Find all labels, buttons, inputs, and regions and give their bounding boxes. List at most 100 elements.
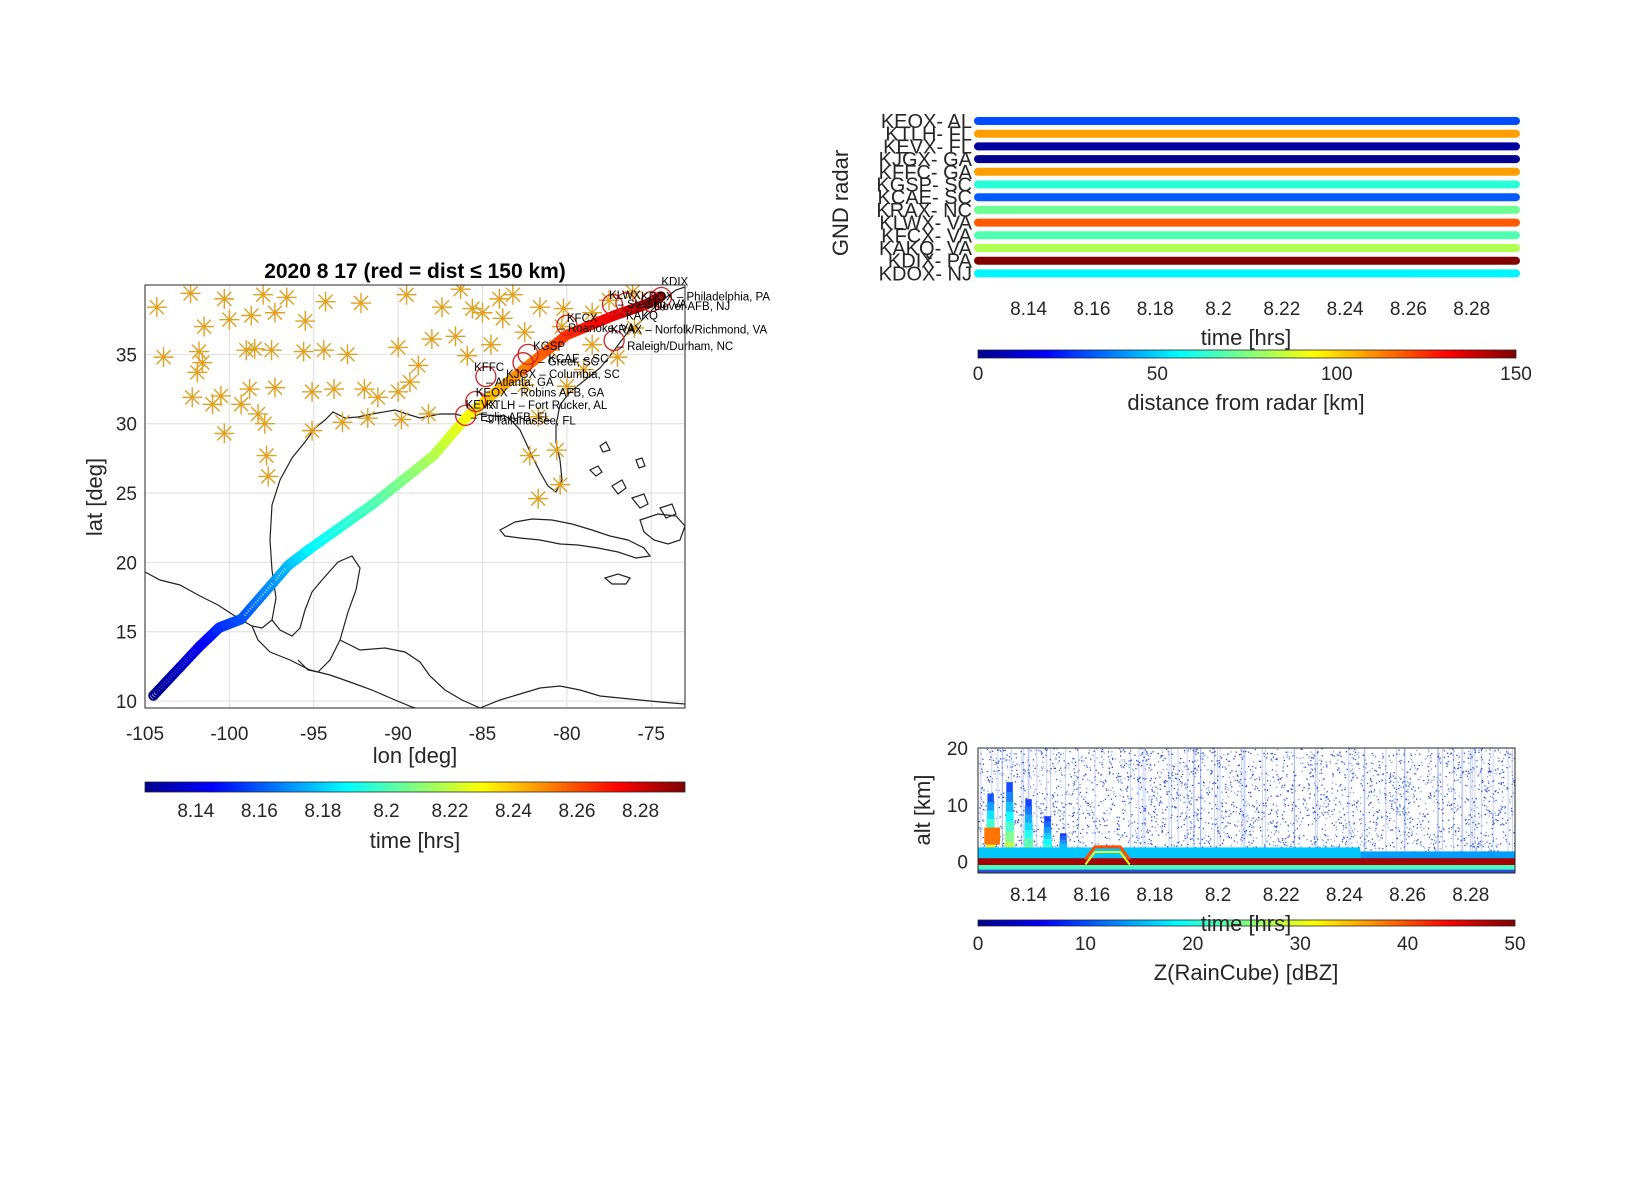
noise-speckle [1021,801,1023,803]
noise-speckle [1106,837,1108,839]
radar-station-marker [264,377,285,398]
noise-speckle [1316,804,1318,807]
noise-speckle [1230,790,1233,792]
noise-speckle [1307,823,1310,826]
noise-speckle [1511,814,1513,816]
noise-speckle [1468,762,1470,764]
noise-speckle [1098,831,1101,833]
noise-speckle [1357,755,1360,757]
noise-speckle [1500,810,1502,812]
noise-speckle [1254,779,1256,781]
radar-site-label: KCAE – SC [548,354,608,366]
noise-speckle [1238,764,1241,766]
noise-streak [1462,748,1464,863]
noise-speckle [1278,831,1280,833]
noise-speckle [1163,781,1165,783]
noise-speckle [979,763,981,765]
radar-station-marker [519,445,540,466]
noise-speckle [1307,762,1309,764]
noise-speckle [1361,785,1363,787]
nearby-radar-circle [615,292,637,314]
noise-speckle [1313,755,1316,757]
noise-speckle [1143,756,1145,758]
noise-speckle [1351,753,1353,756]
noise-speckle [1110,808,1112,811]
noise-speckle [1050,768,1052,770]
noise-speckle [1476,845,1479,848]
noise-speckle [1067,762,1069,764]
noise-streak [1001,748,1003,863]
noise-speckle [1287,824,1289,826]
noise-speckle [1073,788,1075,791]
surface-echo-band [978,858,1515,866]
noise-speckle [1470,754,1473,756]
noise-speckle [1240,838,1242,841]
noise-speckle [1194,760,1196,762]
noise-speckle [1273,825,1276,827]
noise-speckle [1170,780,1173,782]
noise-speckle [1250,769,1252,771]
noise-speckle [1308,814,1310,817]
noise-speckle [1088,812,1090,815]
noise-speckle [1484,813,1487,815]
asterisk-stroke [448,328,463,344]
noise-speckle [1091,802,1093,804]
noise-speckle [1287,836,1289,838]
noise-speckle [1442,798,1444,801]
noise-speckle [1405,823,1407,825]
noise-speckle [1491,796,1493,798]
noise-speckle [1304,806,1306,808]
noise-speckle [1344,774,1346,776]
noise-speckle [1202,828,1205,830]
noise-speckle [1224,788,1227,790]
noise-speckle [1079,832,1082,835]
noise-speckle [1071,794,1073,796]
noise-speckle [1057,812,1059,814]
noise-speckle [1345,826,1347,829]
noise-speckle [1512,792,1515,794]
noise-speckle [1427,827,1430,829]
noise-speckle [1409,821,1411,824]
noise-speckle [1374,845,1376,847]
noise-speckle [1424,802,1426,805]
noise-speckle [1119,761,1121,763]
noise-speckle [1250,752,1252,755]
noise-speckle [1137,779,1139,781]
convective-cell-segment [1060,833,1067,837]
noise-speckle [1209,769,1212,771]
noise-speckle [1146,752,1149,754]
noise-speckle [1040,751,1042,753]
noise-speckle [1234,755,1236,758]
noise-speckle [1192,815,1195,817]
noise-speckle [1042,767,1044,770]
noise-speckle [1071,815,1074,818]
noise-speckle [1439,758,1441,760]
noise-speckle [1091,782,1093,784]
noise-speckle [1456,779,1458,782]
noise-speckle [1192,770,1194,773]
noise-speckle [1379,839,1381,841]
noise-speckle [1277,779,1279,782]
noise-streak [1144,748,1146,863]
convective-cell-segment [987,801,995,811]
noise-speckle [1453,802,1455,805]
noise-speckle [1183,796,1185,798]
noise-speckle [1169,764,1171,766]
radar-site-label: KFFC [474,362,504,374]
noise-speckle [1228,753,1230,755]
noise-speckle [1084,817,1087,819]
noise-speckle [1052,837,1054,840]
noise-speckle [1492,839,1495,841]
noise-speckle [1496,820,1499,822]
noise-speckle [1162,768,1164,771]
noise-speckle [1350,787,1353,789]
noise-speckle [1023,788,1025,790]
noise-speckle [1423,779,1425,782]
noise-speckle [1430,842,1432,845]
noise-speckle [1458,761,1460,764]
noise-speckle [1324,833,1326,836]
noise-speckle [1017,836,1019,838]
noise-speckle [1393,846,1395,848]
noise-speckle [1112,773,1114,775]
noise-speckle [1386,816,1389,818]
